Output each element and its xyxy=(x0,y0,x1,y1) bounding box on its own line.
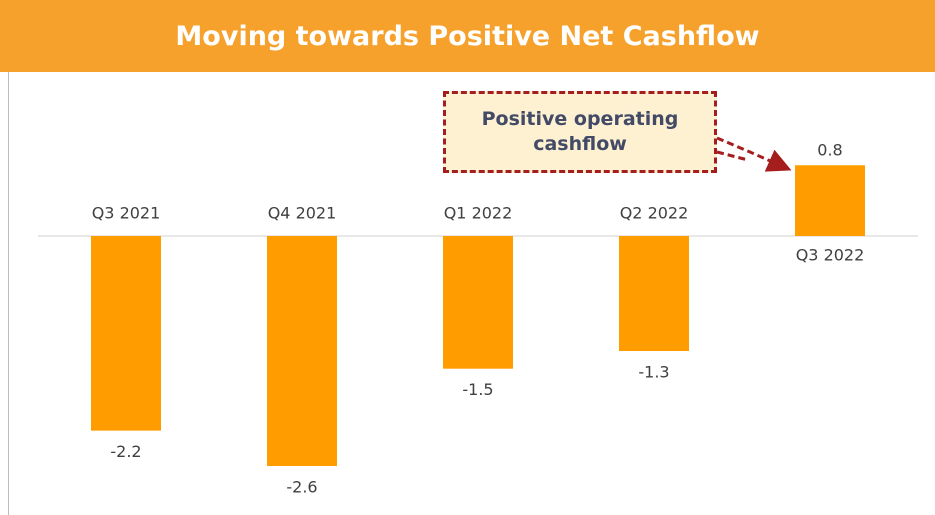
category-label: Q3 2022 xyxy=(796,246,865,265)
category-label: Q3 2021 xyxy=(92,204,161,223)
callout-arrow xyxy=(716,136,786,168)
value-label: -1.5 xyxy=(462,380,493,399)
frame-line xyxy=(8,72,9,515)
bar xyxy=(443,236,513,369)
category-label: Q4 2021 xyxy=(268,204,337,223)
chart-title: Moving towards Positive Net Cashflow xyxy=(0,0,935,72)
annotation: Positive operating cashflow xyxy=(443,91,717,173)
category-label: Q1 2022 xyxy=(444,204,513,223)
category-label: Q2 2022 xyxy=(620,204,689,223)
bar xyxy=(795,165,865,236)
bar xyxy=(267,236,337,466)
value-label: -2.2 xyxy=(110,442,141,461)
bar xyxy=(91,236,161,431)
value-label: -1.3 xyxy=(638,363,669,382)
value-label: 0.8 xyxy=(817,141,842,160)
bar xyxy=(619,236,689,351)
value-label: -2.6 xyxy=(286,478,317,497)
